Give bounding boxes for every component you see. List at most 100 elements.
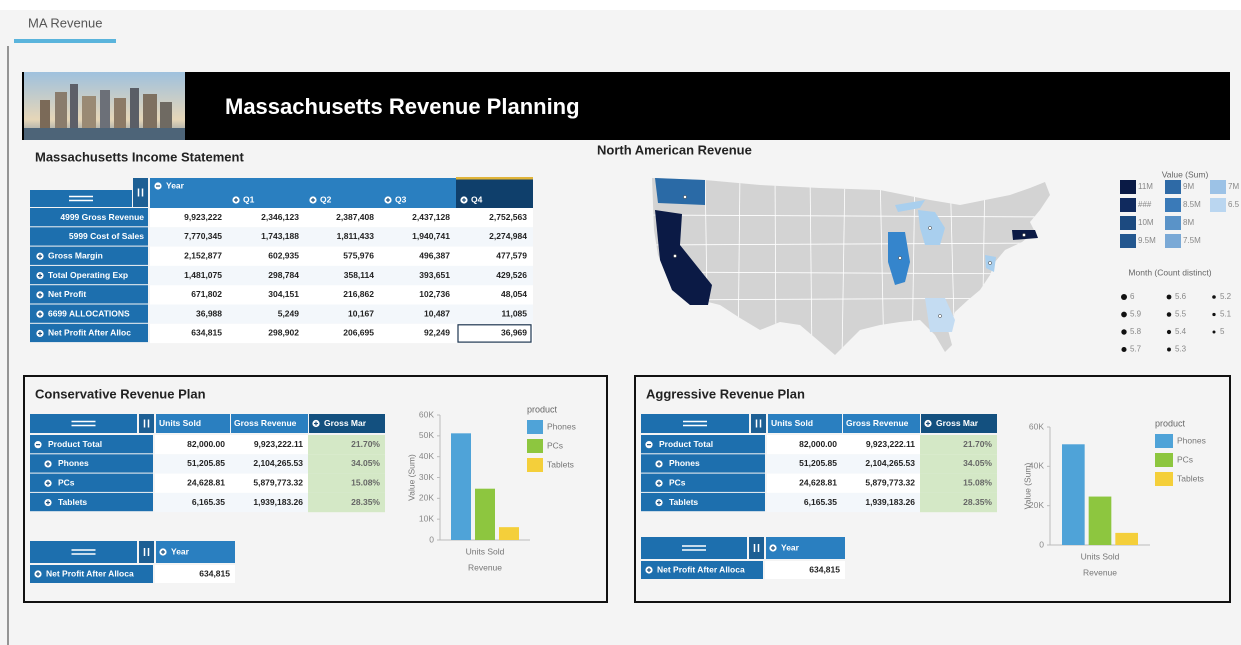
value-cell (456, 304, 533, 324)
legend-label: 5.9 (1130, 310, 1142, 319)
us-map (640, 172, 1060, 362)
value-cell (380, 227, 456, 247)
y-tick-label: 40K (1029, 461, 1044, 471)
legend-swatch (1120, 216, 1136, 230)
header-cell (843, 414, 920, 433)
legend-dot (1212, 312, 1216, 317)
header-cell (456, 178, 533, 208)
value-cell (305, 265, 380, 286)
legend-label: 6 (1130, 292, 1135, 301)
value-cell (380, 246, 456, 266)
row-header (30, 265, 148, 285)
row-header (30, 454, 153, 473)
cell-text: 216,862 (343, 289, 374, 299)
panel-title: Conservative Revenue Plan (35, 386, 206, 401)
value-cell (767, 492, 842, 513)
legend-swatch (1120, 198, 1136, 212)
legend-swatch (1120, 234, 1136, 248)
cell-text: 9,923,222.11 (866, 439, 915, 449)
legend-label: PCs (1177, 454, 1193, 464)
value-cell (150, 246, 228, 266)
value-cell (456, 208, 533, 228)
row-label: 5999 Cost of Sales (69, 231, 144, 241)
legend-dot (1166, 294, 1172, 300)
cell-text: 9,923,222.11 (254, 439, 303, 449)
cell-text: 48,054 (501, 289, 527, 299)
cell-text: 575,976 (343, 251, 374, 261)
tab-label[interactable]: MA Revenue (28, 15, 102, 30)
value-cell (920, 454, 997, 474)
value-cell (456, 323, 533, 344)
value-cell (230, 454, 308, 474)
row-header (641, 561, 763, 579)
legend-label: Tablets (547, 459, 574, 469)
value-cell (155, 565, 235, 583)
cell-text: 206,695 (343, 328, 374, 338)
cell-text: 21.70% (351, 439, 380, 449)
row-label: Product Total (659, 439, 713, 449)
cell-text: 51,205.85 (799, 458, 837, 468)
corner-cell (30, 541, 137, 563)
pivot-button (749, 537, 764, 559)
row-label: Phones (669, 458, 700, 468)
header-cell (231, 414, 308, 433)
value-cell (842, 454, 920, 474)
cell-text: 1,481,075 (184, 270, 222, 280)
cell-text: 5,249 (278, 308, 300, 318)
legend-swatch (527, 439, 543, 453)
legend-dot (1121, 311, 1127, 318)
row-label: 6699 ALLOCATIONS (48, 308, 130, 318)
row-label: Net Profit (48, 289, 86, 299)
column-header: Year (781, 542, 800, 552)
section-title: Massachusetts Income Statement (35, 149, 244, 164)
cell-text: 393,651 (419, 270, 450, 280)
column-header: Q3 (395, 194, 407, 204)
legend-label: Tablets (1177, 473, 1204, 483)
legend-swatch (1155, 472, 1173, 486)
value-cell (765, 561, 845, 579)
row-header (30, 227, 148, 246)
value-cell (228, 285, 305, 305)
legend-label: 11M (1138, 182, 1153, 191)
legend-label: 5.5 (1175, 310, 1187, 319)
legend-label: 5.6 (1175, 292, 1187, 301)
cell-text: 28.35% (351, 497, 380, 507)
row-label: Total Operating Exp (48, 270, 128, 280)
value-cell (308, 454, 385, 474)
value-cell (228, 304, 305, 324)
value-cell (767, 435, 842, 455)
y-tick-label: 20K (1029, 500, 1044, 510)
cell-text: 15.08% (351, 478, 380, 488)
cell-text: 298,784 (268, 270, 299, 280)
value-cell (456, 246, 533, 266)
cell-text: 51,205.85 (187, 458, 225, 468)
value-cell (380, 285, 456, 305)
legend-label: 5.8 (1130, 327, 1142, 336)
cell-text: 34.05% (351, 458, 380, 468)
legend-label: 5 (1220, 327, 1225, 336)
cell-text: 92,249 (424, 328, 450, 338)
x-tick-label: Units Sold (466, 546, 505, 556)
y-tick-label: 30K (419, 472, 434, 482)
header-cell (768, 414, 842, 433)
value-cell (308, 473, 385, 493)
cell-text: 1,811,433 (337, 231, 375, 241)
row-label: Product Total (48, 439, 102, 449)
value-cell (230, 492, 308, 513)
cell-text: 2,752,563 (489, 212, 527, 222)
banner-image (24, 72, 185, 140)
legend-title: Month (Count distinct) (1128, 267, 1211, 277)
row-header (30, 435, 153, 454)
value-cell (305, 208, 380, 228)
value-cell (380, 323, 456, 344)
cell-text: 1,743,188 (261, 231, 299, 241)
legend-label: 9.5M (1138, 236, 1156, 245)
cell-text: 2,104,265.53 (253, 458, 303, 468)
legend-swatch (1165, 198, 1181, 212)
value-cell (305, 304, 380, 324)
row-header (641, 435, 765, 454)
cell-text: 634,815 (199, 568, 230, 578)
legend-label: ### (1138, 200, 1152, 209)
y-axis-title: Value (Sum) (406, 454, 416, 501)
value-cell (230, 435, 308, 455)
